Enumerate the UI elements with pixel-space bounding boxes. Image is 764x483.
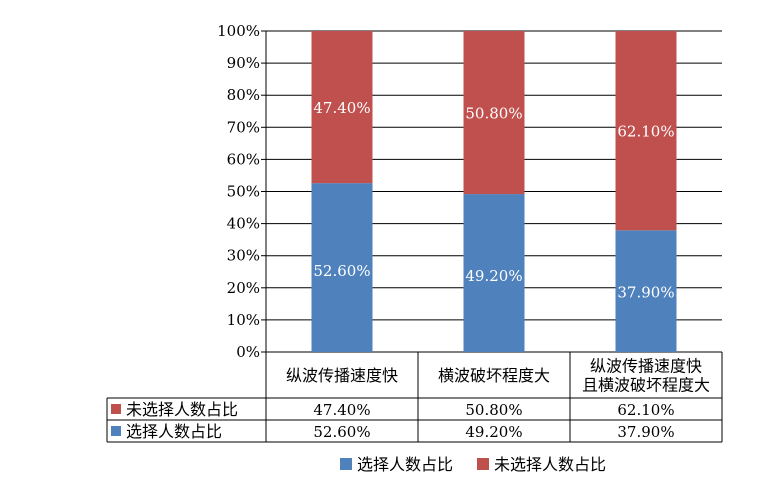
data-label: 37.90% [617,283,674,301]
data-label: 47.40% [313,99,370,117]
table-row-header: 选择人数占比 [126,422,222,441]
table-cell: 50.80% [465,401,522,419]
legend-label: 未选择人数占比 [494,455,606,474]
y-tick-label: 10% [227,311,260,329]
y-tick-label: 90% [227,54,260,72]
table-cell: 52.60% [313,423,370,441]
bar-segment [311,183,373,352]
category-label: 且横波破坏程度大 [582,376,710,395]
data-label: 50.80% [465,105,522,123]
y-tick-label: 60% [227,150,260,168]
data-label: 52.60% [313,262,370,280]
y-axis: 0% 10% 20% 30% 40% 50% 60% 70% 80% 90% 100% [217,22,267,361]
table-cell: 62.10% [617,401,674,419]
legend-label: 选择人数占比 [357,455,453,474]
y-tick-label: 70% [227,118,260,136]
table-cell: 37.90% [617,423,674,441]
y-tick-label: 50% [227,183,260,201]
legend: 选择人数占比 未选择人数占比 [340,455,606,474]
data-label: 49.20% [465,267,522,285]
table-cell: 49.20% [465,423,522,441]
table-legend-key [111,426,121,436]
category-label: 纵波传播速度快 [590,357,702,376]
legend-key [340,458,352,470]
bar-segment [615,31,677,231]
table-cell: 47.40% [313,401,370,419]
category-label: 横波破坏程度大 [438,366,550,385]
table-legend-key [111,404,121,414]
y-tick-label: 80% [227,86,260,104]
bar-segment [463,194,525,352]
bar-segment [311,31,373,184]
y-tick-label: 20% [227,279,260,297]
bar-segment [463,31,525,195]
y-tick-label: 100% [217,22,260,40]
bars: 52.60% 47.40% 49.20% 50.80% 37.90% 62.10% [311,31,677,352]
legend-key [477,458,489,470]
table-row-header: 未选择人数占比 [126,400,238,419]
category-label: 纵波传播速度快 [286,366,398,385]
y-tick-label: 0% [236,343,260,361]
data-label: 62.10% [617,123,674,141]
y-tick-label: 40% [227,215,260,233]
y-tick-label: 30% [227,247,260,265]
bar-segment [615,230,677,352]
